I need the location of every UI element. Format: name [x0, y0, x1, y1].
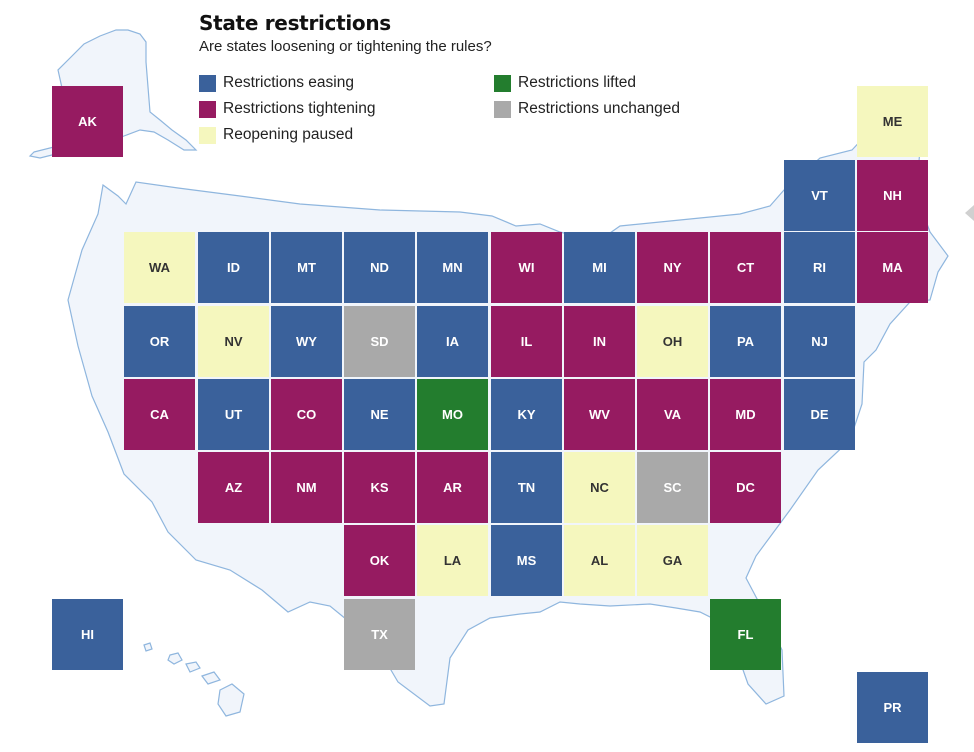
- state-tile-ne[interactable]: NE: [344, 379, 415, 450]
- state-tile-fl[interactable]: FL: [710, 599, 781, 670]
- state-tile-ct[interactable]: CT: [710, 232, 781, 303]
- state-tile-vt[interactable]: VT: [784, 160, 855, 231]
- state-tile-nh[interactable]: NH: [857, 160, 928, 231]
- state-tile-nj[interactable]: NJ: [784, 306, 855, 377]
- state-tile-ga[interactable]: GA: [637, 525, 708, 596]
- state-tile-ia[interactable]: IA: [417, 306, 488, 377]
- state-tile-de[interactable]: DE: [784, 379, 855, 450]
- state-tile-mi[interactable]: MI: [564, 232, 635, 303]
- state-tile-or[interactable]: OR: [124, 306, 195, 377]
- legend-item-paused: Reopening paused: [199, 125, 353, 145]
- legend-swatch-tightening: [199, 100, 216, 118]
- state-tile-ca[interactable]: CA: [124, 379, 195, 450]
- legend-swatch-unchanged: [494, 100, 511, 118]
- state-tile-az[interactable]: AZ: [198, 452, 269, 523]
- legend-label-tightening: Restrictions tightening: [223, 100, 376, 117]
- state-tile-md[interactable]: MD: [710, 379, 781, 450]
- state-tile-me[interactable]: ME: [857, 86, 928, 157]
- state-tile-nd[interactable]: ND: [344, 232, 415, 303]
- legend-item-tightening: Restrictions tightening: [199, 99, 376, 119]
- legend-swatch-easing: [199, 74, 216, 92]
- state-tile-il[interactable]: IL: [491, 306, 562, 377]
- state-tile-ar[interactable]: AR: [417, 452, 488, 523]
- state-tile-va[interactable]: VA: [637, 379, 708, 450]
- state-tile-co[interactable]: CO: [271, 379, 342, 450]
- state-tile-mt[interactable]: MT: [271, 232, 342, 303]
- state-tile-ky[interactable]: KY: [491, 379, 562, 450]
- state-tile-nc[interactable]: NC: [564, 452, 635, 523]
- state-tile-mn[interactable]: MN: [417, 232, 488, 303]
- state-tile-sc[interactable]: SC: [637, 452, 708, 523]
- legend-item-easing: Restrictions easing: [199, 73, 354, 93]
- state-tile-dc[interactable]: DC: [710, 452, 781, 523]
- state-tile-ny[interactable]: NY: [637, 232, 708, 303]
- state-tile-ut[interactable]: UT: [198, 379, 269, 450]
- legend-swatch-lifted: [494, 74, 511, 92]
- state-tile-sd[interactable]: SD: [344, 306, 415, 377]
- state-tile-pa[interactable]: PA: [710, 306, 781, 377]
- state-tile-id[interactable]: ID: [198, 232, 269, 303]
- state-tile-tx[interactable]: TX: [344, 599, 415, 670]
- state-tile-wi[interactable]: WI: [491, 232, 562, 303]
- legend-label-easing: Restrictions easing: [223, 74, 354, 91]
- state-tile-ma[interactable]: MA: [857, 232, 928, 303]
- state-tile-al[interactable]: AL: [564, 525, 635, 596]
- state-tile-in[interactable]: IN: [564, 306, 635, 377]
- state-tile-wy[interactable]: WY: [271, 306, 342, 377]
- map-title: State restrictions: [199, 11, 391, 35]
- state-tile-mo[interactable]: MO: [417, 379, 488, 450]
- legend-label-lifted: Restrictions lifted: [518, 74, 637, 91]
- state-tile-ok[interactable]: OK: [344, 525, 415, 596]
- state-tile-la[interactable]: LA: [417, 525, 488, 596]
- legend-item-lifted: Restrictions lifted: [494, 73, 636, 93]
- state-tile-wv[interactable]: WV: [564, 379, 635, 450]
- hawaii-islands: [143, 642, 245, 717]
- state-tile-pr[interactable]: PR: [857, 672, 928, 743]
- legend-item-unchanged: Restrictions unchanged: [494, 99, 680, 119]
- state-tile-ri[interactable]: RI: [784, 232, 855, 303]
- state-tile-oh[interactable]: OH: [637, 306, 708, 377]
- state-tile-tn[interactable]: TN: [491, 452, 562, 523]
- legend-label-paused: Reopening paused: [223, 126, 354, 143]
- state-tile-ak[interactable]: AK: [52, 86, 123, 157]
- legend-swatch-paused: [199, 126, 216, 144]
- state-tile-ks[interactable]: KS: [344, 452, 415, 523]
- state-tile-nv[interactable]: NV: [198, 306, 269, 377]
- map-subtitle: Are states loosening or tightening the r…: [199, 38, 492, 55]
- state-tile-wa[interactable]: WA: [124, 232, 195, 303]
- state-tile-nm[interactable]: NM: [271, 452, 342, 523]
- state-tile-ms[interactable]: MS: [491, 525, 562, 596]
- legend-label-unchanged: Restrictions unchanged: [518, 100, 680, 117]
- state-tile-hi[interactable]: HI: [52, 599, 123, 670]
- scroll-arrow-icon[interactable]: [965, 205, 974, 221]
